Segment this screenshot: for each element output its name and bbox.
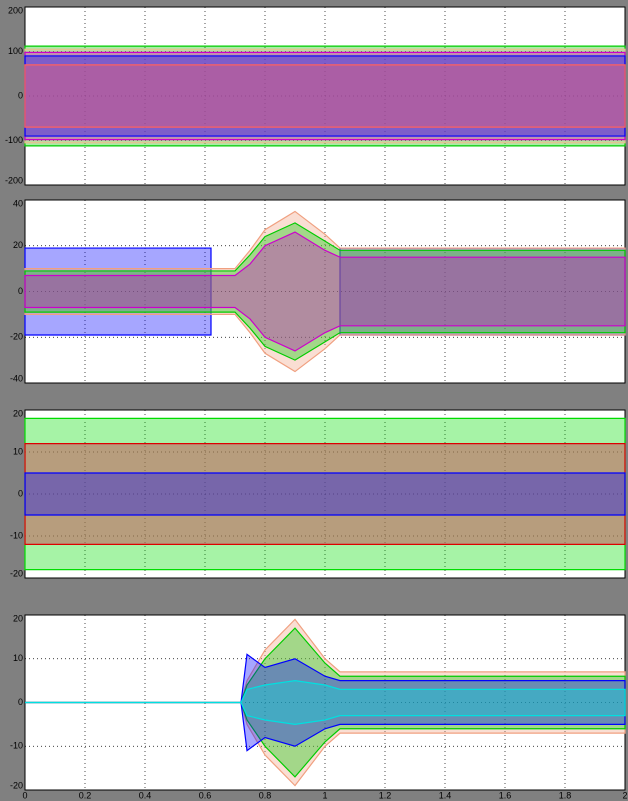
x-tick-label: 1 — [322, 790, 327, 800]
x-tick-label: 0.8 — [259, 790, 272, 800]
y-tick-label: 40 — [13, 198, 23, 208]
x-tick-label: 1.2 — [379, 790, 392, 800]
y-tick-label: -20 — [10, 780, 23, 790]
signal-envelope — [24, 231, 626, 352]
x-tick-label: 1.4 — [439, 790, 452, 800]
x-tick-label: 1.8 — [559, 790, 572, 800]
y-tick-label: 0 — [18, 90, 23, 100]
y-tick-label: 0 — [18, 697, 23, 707]
x-tick-label: 2 — [622, 790, 627, 800]
y-tick-label: 20 — [13, 240, 23, 250]
y-tick-label: 20 — [13, 408, 23, 418]
y-tick-label: 10 — [13, 653, 23, 663]
x-tick-label: 0 — [22, 790, 27, 800]
y-tick-label: -20 — [10, 332, 23, 342]
y-tick-label: -10 — [10, 530, 23, 540]
signal-envelope — [24, 64, 626, 128]
signal-envelope — [24, 472, 626, 516]
x-tick-label: 0.4 — [139, 790, 152, 800]
y-tick-label: 200 — [8, 5, 23, 15]
y-tick-label: -10 — [10, 741, 23, 751]
x-tick-label: 0.2 — [79, 790, 92, 800]
y-tick-label: -100 — [5, 135, 23, 145]
y-tick-label: -20 — [10, 568, 23, 578]
y-tick-label: 0 — [18, 286, 23, 296]
signal-envelope — [25, 680, 626, 725]
x-tick-label: 1.6 — [499, 790, 512, 800]
y-tick-label: -200 — [5, 175, 23, 185]
y-tick-label: 100 — [8, 46, 23, 56]
x-tick-label: 0.6 — [199, 790, 212, 800]
y-tick-label: -40 — [10, 373, 23, 383]
y-tick-label: 20 — [13, 613, 23, 623]
y-tick-label: 0 — [18, 488, 23, 498]
signal-envelope — [24, 210, 626, 373]
y-tick-label: 10 — [13, 446, 23, 456]
